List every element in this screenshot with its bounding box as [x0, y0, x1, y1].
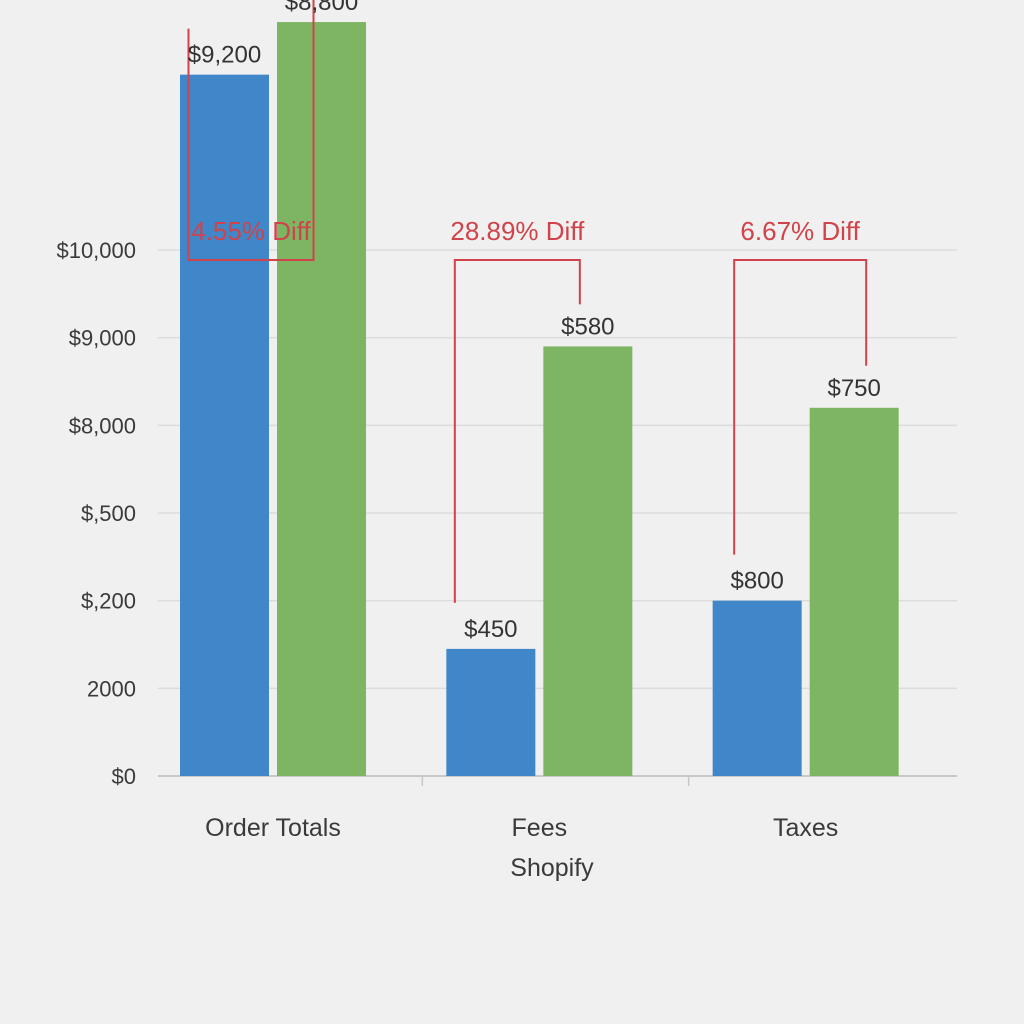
- y-tick-label: 2000: [87, 676, 136, 701]
- y-tick-label: $8,000: [69, 413, 136, 438]
- label-layer: $0 2000 $,200 $,500 $8,000 $9,000 $10,000 $9,20…: [56, 0, 880, 842]
- bar: [809, 407, 899, 776]
- bar-value-label: $8,800: [285, 0, 358, 16]
- bar: [543, 346, 633, 776]
- x-tick-label: Taxes: [773, 814, 838, 842]
- y-tick-label: $,200: [81, 589, 136, 614]
- diff-annotation-label: 28.89% Diff: [450, 216, 585, 246]
- diff-bracket: [187, 0, 315, 261]
- diff-annotation-label: 4.55% Diff: [191, 216, 311, 246]
- bar: [180, 74, 269, 776]
- bar-value-label: $750: [827, 375, 880, 402]
- bar-layer: [180, 22, 899, 777]
- bar: [446, 648, 536, 776]
- bar: [277, 22, 366, 777]
- x-axis-title: Shopify: [510, 854, 594, 882]
- x-tick-label: Order Totals: [205, 814, 341, 842]
- bar-value-label: $450: [464, 616, 517, 643]
- annotation-layer: 4.55% Diff 28.89% Diff 6.67% Diff: [187, 0, 868, 603]
- y-tick-label: $,500: [81, 501, 136, 526]
- bar: [712, 600, 802, 776]
- diff-bracket: [453, 259, 581, 603]
- x-tick-label: Fees: [512, 814, 568, 842]
- bar-value-label: $800: [730, 568, 783, 595]
- diff-annotation-label: 6.67% Diff: [740, 216, 860, 246]
- diff-bracket: [733, 259, 868, 555]
- bar-value-label: $580: [561, 313, 614, 340]
- y-tick-label: $0: [112, 764, 136, 789]
- bar-value-label: $9,200: [188, 42, 261, 69]
- y-tick-label: $10,000: [56, 238, 136, 263]
- y-tick-label: $9,000: [69, 326, 136, 351]
